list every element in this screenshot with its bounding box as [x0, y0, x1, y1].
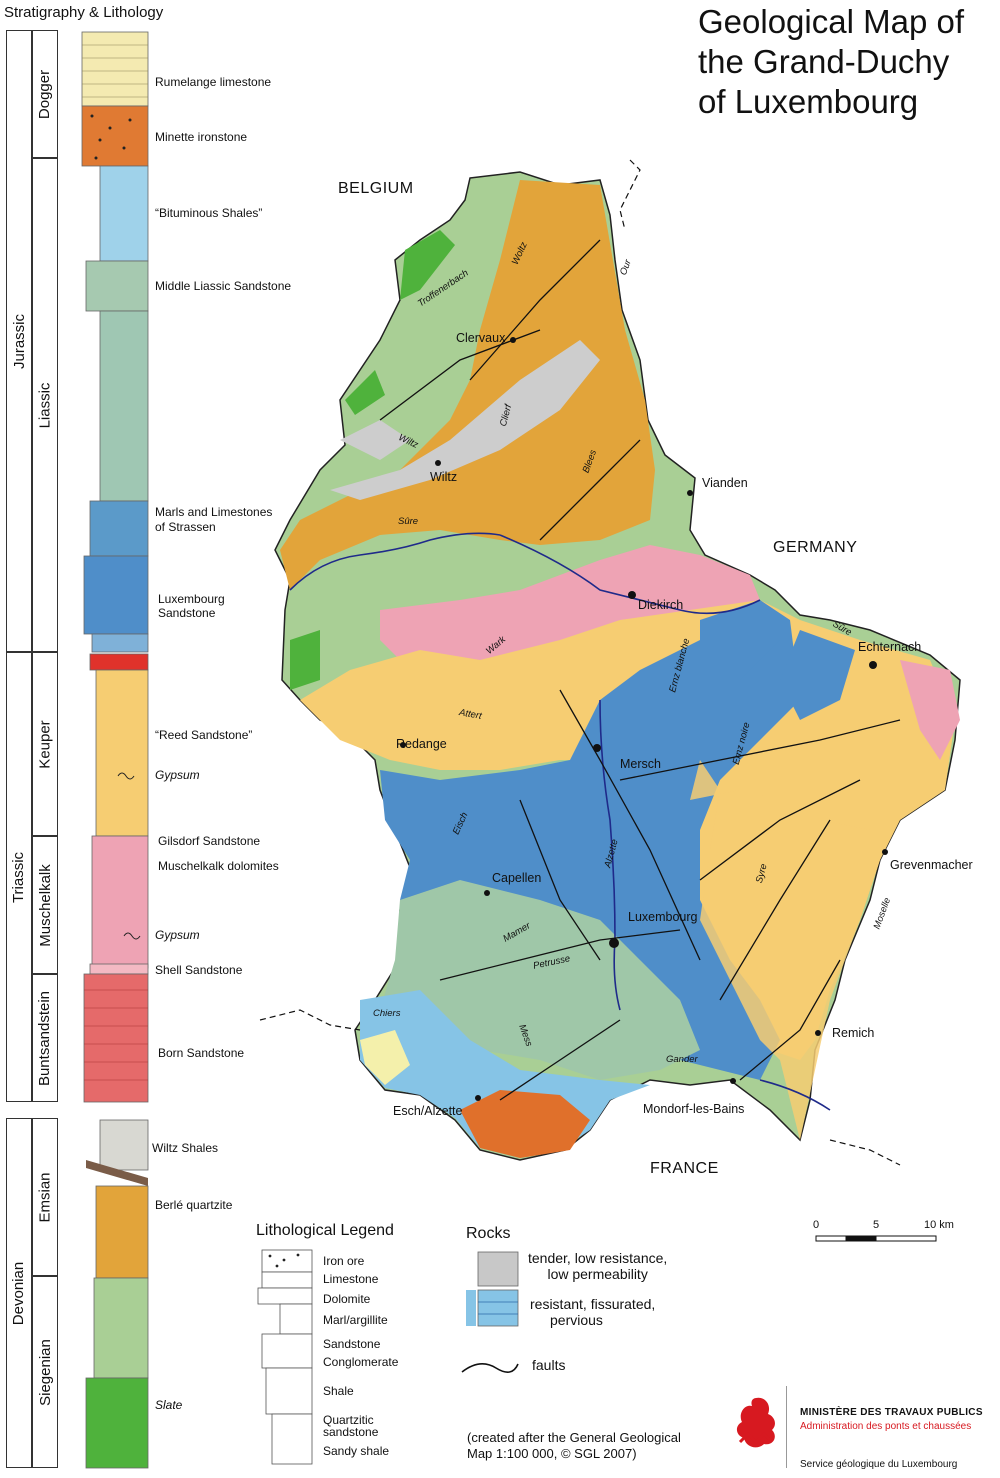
unit-sandstone: Sandstone: [158, 606, 216, 620]
town-diekirch: Diekirch: [638, 598, 684, 612]
epoch-liassic: Liassic: [32, 158, 58, 652]
unit-strassen: of Strassen: [155, 520, 216, 534]
unit-shell-sandstone: Shell Sandstone: [155, 963, 243, 977]
legend-quartzitic-sandstone: sandstone: [323, 1425, 379, 1439]
town-esch-alzette: Esch/Alzette: [393, 1104, 463, 1118]
country-france: FRANCE: [650, 1160, 719, 1177]
epoch-muschelkalk: Muschelkalk: [32, 836, 58, 974]
town-clervaux: Clervaux: [456, 331, 506, 345]
unit-born-sandstone: Born Sandstone: [158, 1046, 245, 1060]
epoch-siegenian: Siegenian: [32, 1276, 58, 1468]
town-vianden: Vianden: [702, 476, 748, 490]
town-wiltz: Wiltz: [430, 470, 458, 484]
river-label-sure: Sûre: [398, 516, 419, 527]
epoch-keuper: Keuper: [32, 652, 58, 836]
epoch-buntsandstein: Buntsandstein: [32, 974, 58, 1102]
scale-label-5: 5: [873, 1219, 880, 1231]
scale-bar: [815, 1235, 937, 1242]
logo-divider: [786, 1386, 787, 1468]
town-echternach: Echternach: [858, 640, 922, 654]
town-capellen: Capellen: [492, 871, 542, 885]
green-bright-zone: [290, 230, 455, 690]
unit-gypsum-muschelkalk: Gypsum: [155, 928, 200, 942]
rocks-legend-faults: faults: [532, 1357, 566, 1373]
unit-middle-liassic-sandstone: Middle Liassic Sandstone: [155, 279, 292, 293]
unit-rumelange-limestone: Rumelange limestone: [155, 75, 272, 89]
unit-gilsdorf-sandstone: Gilsdorf Sandstone: [158, 834, 261, 848]
unit-muschelkalk-dolomites: Muschelkalk dolomites: [158, 859, 279, 873]
stratigraphy-title: Stratigraphy & Lithology: [4, 4, 164, 21]
rivers: [289, 532, 831, 1111]
period-triassic: Triassic: [6, 652, 32, 1102]
legend-sandstone: Sandstone: [323, 1337, 381, 1351]
ministry-administration: Administration des ponts et chaussées: [800, 1421, 972, 1432]
legend-marl-argillite: Marl/argillite: [323, 1313, 388, 1327]
country-belgium: BELGIUM: [338, 180, 414, 197]
country-germany: GERMANY: [773, 539, 858, 556]
lithology-legend-column: [257, 1249, 313, 1465]
rocks-legend-resistant: resistant, fissurated, pervious: [530, 1296, 656, 1328]
town-grevenmacher: Grevenmacher: [890, 858, 973, 872]
town-remich: Remich: [832, 1026, 875, 1040]
borders: [259, 159, 901, 1166]
town-dots: [400, 337, 888, 1101]
legend-quartzitic: Quartzitic: [323, 1413, 374, 1427]
town-mersch: Mersch: [620, 757, 661, 771]
town-luxembourg: Luxembourg: [628, 910, 698, 924]
scale-label-10: 10 km: [924, 1219, 954, 1231]
legend-conglomerate: Conglomerate: [323, 1355, 399, 1369]
lithology-column: [81, 31, 149, 1469]
unit-wiltz-shales: Wiltz Shales: [152, 1141, 219, 1155]
rocks-legend-title: Rocks: [466, 1225, 511, 1242]
river-label-chiers: Chiers: [373, 1008, 401, 1019]
town-mondorf-les-bains: Mondorf-les-Bains: [643, 1102, 745, 1116]
unit-marls-limestones: Marls and Limestones: [155, 505, 273, 519]
town-redange: Redange: [396, 737, 447, 751]
unit-berle-quartzite: Berlé quartzite: [155, 1198, 233, 1212]
map-title: Geological Map of the Grand-Duchy of Lux…: [698, 3, 964, 120]
unit-bituminous-shales: “Bituminous Shales”: [155, 206, 263, 220]
legend-limestone: Limestone: [323, 1272, 379, 1286]
river-label-gander: Gander: [666, 1054, 698, 1065]
unit-slate: Slate: [155, 1398, 183, 1412]
unit-minette-ironstone: Minette ironstone: [155, 130, 248, 144]
scale-label-0: 0: [813, 1219, 820, 1231]
period-jurassic: Jurassic: [6, 30, 32, 652]
rocks-legend-tender: tender, low resistance, low permeability: [528, 1250, 668, 1282]
legend-sandy-shale: Sandy shale: [323, 1444, 390, 1458]
rocks-legend-swatches: [461, 1251, 519, 1373]
legend-dolomite: Dolomite: [323, 1292, 371, 1306]
legend-iron-ore: Iron ore: [323, 1254, 365, 1268]
lithological-legend-title: Lithological Legend: [256, 1222, 394, 1239]
unit-reed-sandstone: “Reed Sandstone”: [155, 728, 253, 742]
ministry-name: MINISTÈRE DES TRAVAUX PUBLICS: [800, 1407, 983, 1418]
luxembourg-lion-logo: [736, 1397, 775, 1448]
period-devonian: Devonian: [6, 1118, 32, 1468]
epoch-dogger: Dogger: [32, 30, 58, 158]
ministry-service: Service géologique du Luxembourg: [800, 1459, 958, 1470]
unit-gypsum-keuper: Gypsum: [155, 768, 200, 782]
map-credit: (created after the General Geological Ma…: [467, 1430, 681, 1461]
unit-luxembourg: Luxembourg: [158, 592, 225, 606]
epoch-emsian: Emsian: [32, 1118, 58, 1276]
legend-shale: Shale: [323, 1384, 354, 1398]
